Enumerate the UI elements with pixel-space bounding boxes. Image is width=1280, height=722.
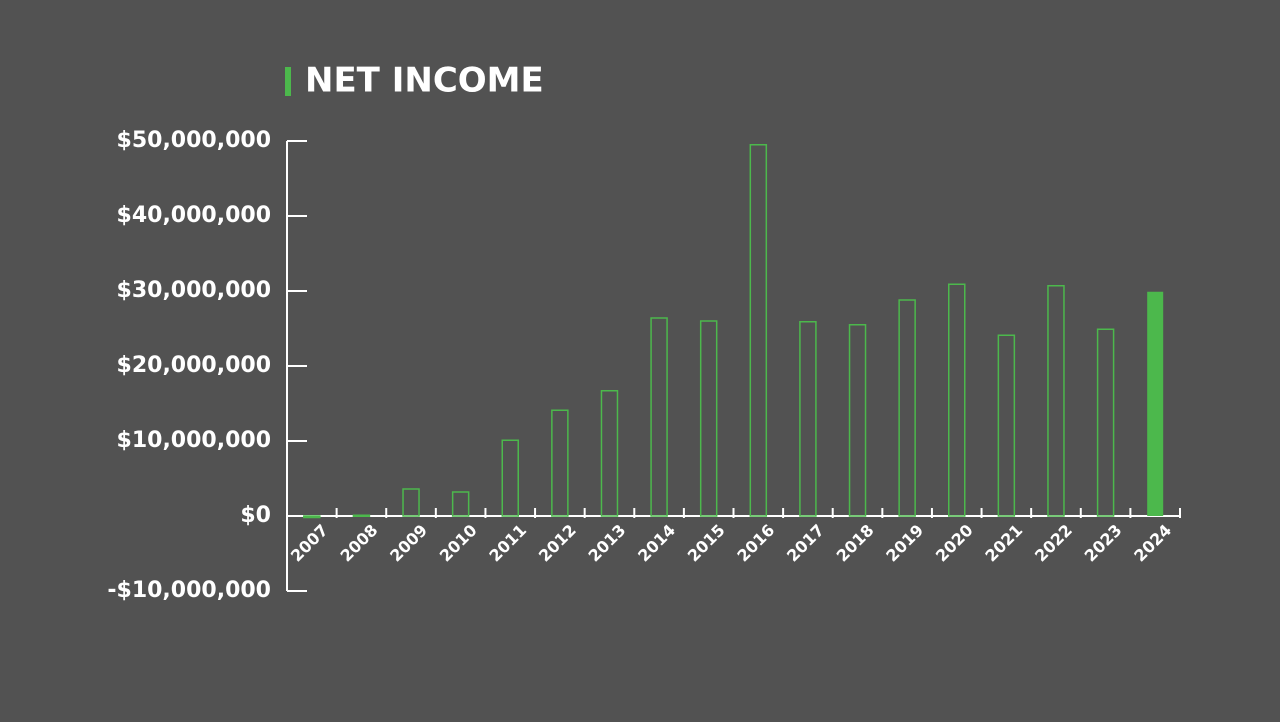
bar: [1047, 285, 1065, 517]
x-tick-label: 2018: [833, 521, 878, 566]
x-tick-label: 2013: [585, 521, 630, 566]
bar: [898, 299, 916, 517]
bar: [699, 320, 718, 517]
x-tick-label: 2024: [1130, 521, 1175, 566]
y-tick-label: $10,000,000: [117, 428, 271, 453]
x-tick-label: 2017: [783, 521, 828, 566]
x-tick-label: 2019: [882, 521, 927, 566]
bar: [749, 144, 768, 517]
bar: [501, 439, 519, 517]
x-tick-label: 2023: [1081, 521, 1126, 566]
x-tick-label: 2011: [485, 521, 530, 566]
x-tick-label: 2022: [1031, 521, 1076, 566]
bar: [303, 515, 321, 519]
title-accent: [285, 67, 291, 96]
x-tick-label: 2010: [436, 521, 481, 566]
bar: [402, 488, 420, 517]
x-tick-label: 2021: [981, 521, 1026, 566]
x-tick-label: 2014: [634, 521, 679, 566]
bar: [1147, 291, 1164, 516]
bar: [451, 491, 470, 517]
y-tick-label: $0: [240, 503, 271, 528]
bar: [650, 317, 668, 517]
bar: [600, 390, 619, 517]
bar: [948, 283, 966, 517]
bar: [997, 334, 1016, 517]
x-tick-label: 2016: [733, 521, 778, 566]
x-tick-label: 2012: [535, 521, 580, 566]
x-tick-label: 2009: [386, 521, 431, 566]
y-tick-label: -$10,000,000: [107, 578, 271, 603]
chart-title: NET INCOME: [305, 61, 544, 101]
y-tick-label: $40,000,000: [117, 203, 271, 228]
bar: [1096, 328, 1115, 517]
bar: [848, 324, 867, 517]
x-tick-label: 2015: [684, 521, 729, 566]
bar: [352, 514, 371, 517]
x-tick-label: 2007: [287, 521, 332, 566]
bar: [551, 409, 569, 517]
y-tick-label: $20,000,000: [117, 353, 271, 378]
y-tick-label: $50,000,000: [117, 128, 271, 153]
x-tick-label: 2020: [932, 521, 977, 566]
y-tick-label: $30,000,000: [117, 278, 271, 303]
bar: [799, 321, 817, 517]
x-tick-label: 2008: [337, 521, 382, 566]
